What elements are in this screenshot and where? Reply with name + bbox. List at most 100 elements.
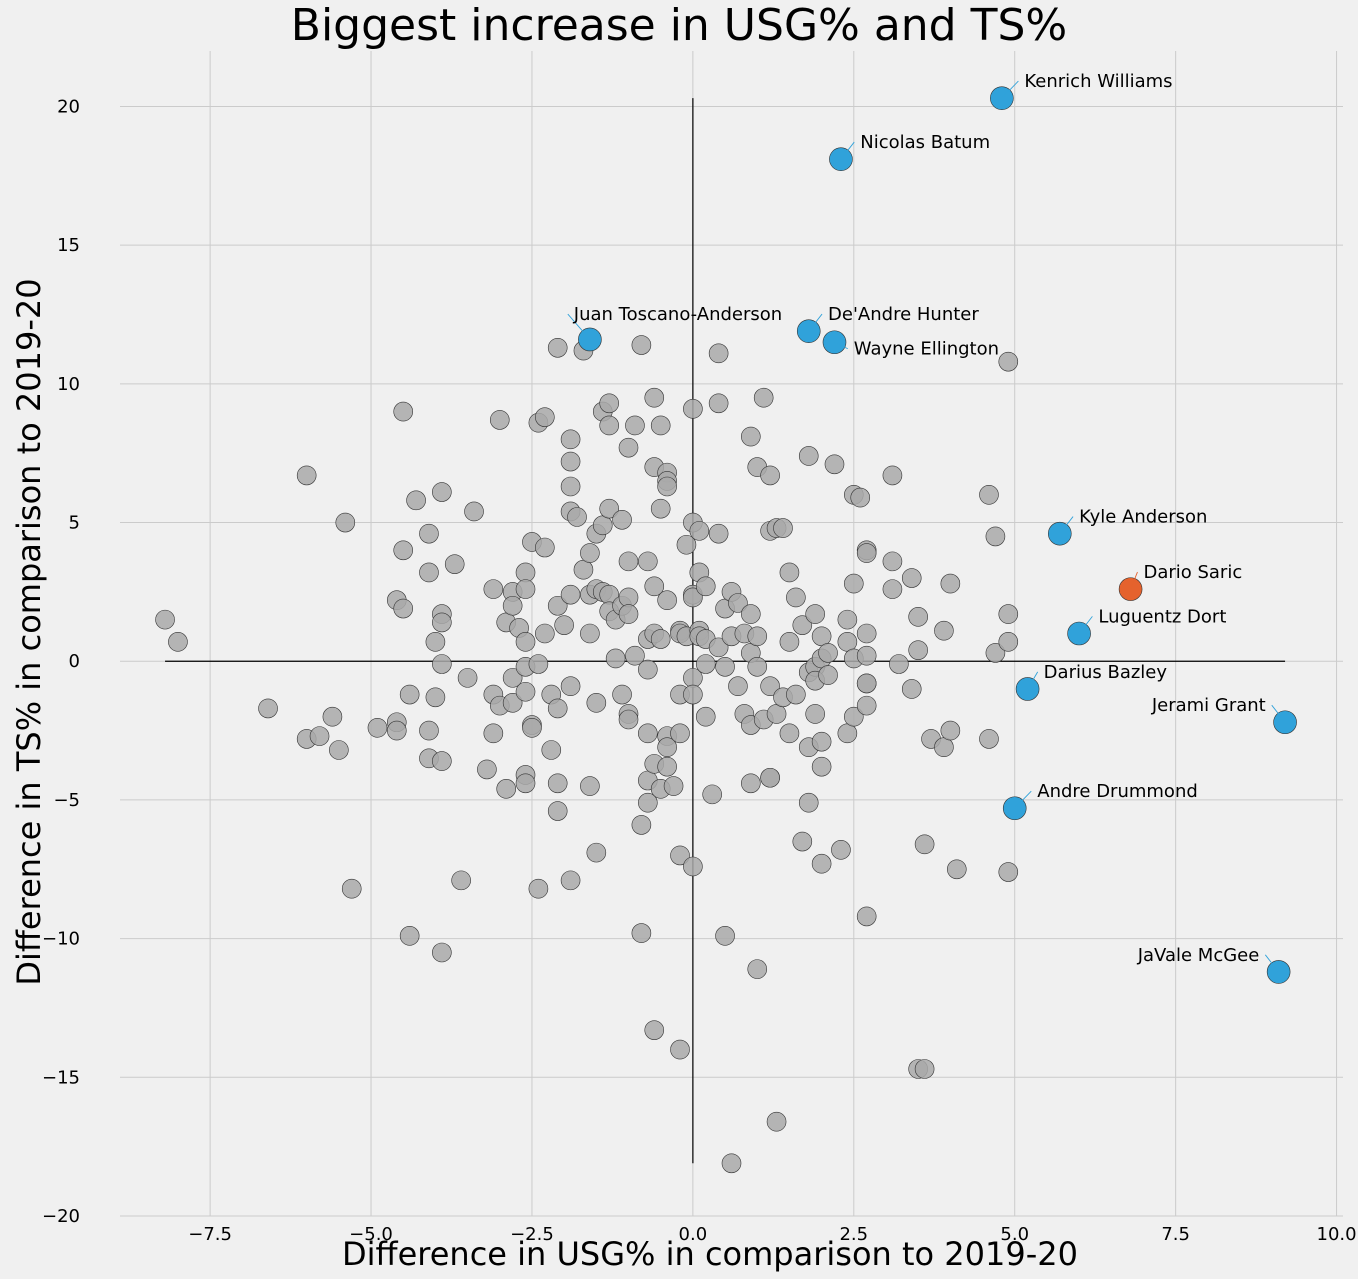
player-point bbox=[689, 521, 710, 541]
player-point bbox=[650, 498, 671, 519]
player-name-label: Dario Saric bbox=[1143, 562, 1242, 583]
player-point bbox=[773, 518, 793, 538]
player-point bbox=[560, 429, 581, 450]
player-point bbox=[882, 551, 903, 572]
player-point bbox=[837, 609, 858, 630]
x-axis-label: Difference in USG% in comparison to 2019… bbox=[342, 1235, 1078, 1273]
player-point bbox=[515, 579, 536, 599]
player-point bbox=[741, 426, 761, 447]
player-point bbox=[779, 723, 800, 744]
player-point bbox=[908, 640, 928, 660]
player-point bbox=[419, 523, 439, 544]
annotation-leader bbox=[840, 141, 855, 160]
player-point bbox=[644, 387, 665, 408]
player-point bbox=[811, 626, 832, 647]
player-point bbox=[625, 415, 645, 436]
player-point bbox=[818, 643, 838, 663]
x-tick-labels: −7.5 −5.0 −2.5 0.0 2.5 5.0 7.5 10.0 bbox=[188, 1224, 1356, 1245]
player-point bbox=[856, 695, 877, 716]
player-point bbox=[432, 482, 452, 502]
player-point bbox=[567, 507, 587, 527]
player-point bbox=[580, 623, 600, 644]
player-point bbox=[702, 784, 722, 805]
player-point bbox=[618, 709, 639, 730]
player-point bbox=[766, 1111, 787, 1132]
player-point bbox=[728, 593, 748, 613]
annotation-leader bbox=[1130, 571, 1138, 590]
player-point bbox=[483, 579, 504, 599]
player-point bbox=[901, 679, 922, 699]
player-point bbox=[599, 393, 620, 414]
annotation-leader bbox=[808, 313, 823, 332]
player-point bbox=[998, 862, 1019, 882]
player-point bbox=[605, 648, 626, 669]
player-point bbox=[515, 562, 536, 583]
player-point bbox=[399, 684, 420, 705]
player-point bbox=[547, 801, 568, 821]
player-point bbox=[638, 659, 658, 680]
player-point bbox=[985, 643, 1006, 663]
player-point bbox=[882, 465, 903, 486]
player-point bbox=[258, 698, 278, 719]
player-point bbox=[663, 776, 684, 796]
y-tick-label: 10 bbox=[57, 374, 80, 395]
player-point bbox=[522, 718, 542, 738]
player-point bbox=[496, 779, 517, 799]
player-point bbox=[683, 587, 703, 608]
player-point bbox=[747, 626, 768, 647]
player-point bbox=[798, 446, 819, 466]
y-tick-label: −20 bbox=[42, 1206, 80, 1227]
player-point bbox=[708, 523, 729, 544]
player-point bbox=[946, 859, 967, 880]
player-point bbox=[695, 576, 716, 597]
player-point bbox=[155, 609, 175, 630]
player-point bbox=[753, 387, 774, 408]
player-point bbox=[850, 487, 871, 508]
player-point bbox=[406, 490, 426, 511]
player-point bbox=[805, 604, 825, 624]
player-point bbox=[367, 718, 388, 738]
player-name-label: Kyle Anderson bbox=[1079, 507, 1207, 528]
player-point bbox=[599, 498, 620, 519]
annotation-leader bbox=[1264, 954, 1279, 973]
player-point bbox=[998, 351, 1019, 372]
player-point bbox=[586, 842, 607, 863]
player-point bbox=[914, 1059, 935, 1079]
player-point bbox=[786, 587, 806, 608]
player-point bbox=[399, 926, 420, 946]
player-point bbox=[580, 776, 600, 796]
player-point bbox=[335, 512, 356, 533]
player-point bbox=[432, 942, 452, 963]
player-point bbox=[502, 595, 523, 616]
player-point bbox=[560, 584, 581, 605]
player-point bbox=[631, 335, 652, 355]
player-point bbox=[741, 604, 761, 624]
player-point bbox=[657, 476, 677, 497]
player-point bbox=[934, 620, 954, 641]
player-point bbox=[477, 759, 497, 780]
player-name-label: Juan Toscano-Anderson bbox=[573, 304, 782, 325]
player-point bbox=[670, 723, 690, 744]
player-point bbox=[625, 645, 645, 666]
player-point bbox=[489, 410, 510, 430]
player-point bbox=[547, 773, 568, 794]
player-point bbox=[560, 870, 581, 891]
player-point bbox=[638, 551, 658, 572]
player-point bbox=[547, 337, 568, 358]
player-point bbox=[650, 415, 671, 436]
player-point bbox=[998, 604, 1019, 624]
player-point bbox=[296, 465, 317, 486]
player-point bbox=[586, 693, 607, 713]
player-name-label: JaVale McGee bbox=[1137, 945, 1260, 966]
player-point bbox=[843, 573, 864, 594]
player-point bbox=[695, 706, 716, 727]
player-point bbox=[798, 792, 819, 813]
player-point bbox=[528, 878, 549, 899]
player-point bbox=[515, 681, 536, 702]
player-point bbox=[998, 632, 1019, 652]
player-point bbox=[451, 870, 471, 891]
player-point bbox=[631, 923, 652, 943]
player-point bbox=[940, 720, 961, 741]
player-point bbox=[792, 615, 813, 635]
